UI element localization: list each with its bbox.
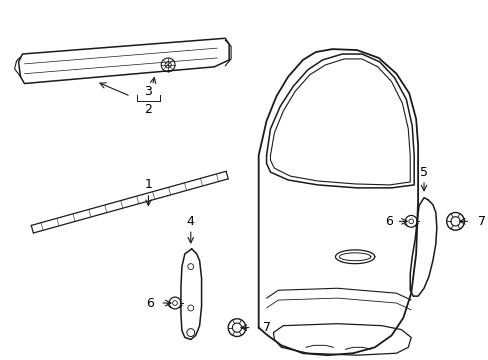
Text: 4: 4 [186, 215, 194, 228]
Text: 2: 2 [144, 103, 152, 116]
Text: 1: 1 [144, 179, 152, 192]
Text: 5: 5 [419, 166, 427, 179]
Text: 6: 6 [146, 297, 154, 310]
Text: 3: 3 [144, 85, 152, 98]
Text: 7: 7 [477, 215, 485, 228]
Text: 7: 7 [262, 321, 270, 334]
Text: 6: 6 [384, 215, 392, 228]
